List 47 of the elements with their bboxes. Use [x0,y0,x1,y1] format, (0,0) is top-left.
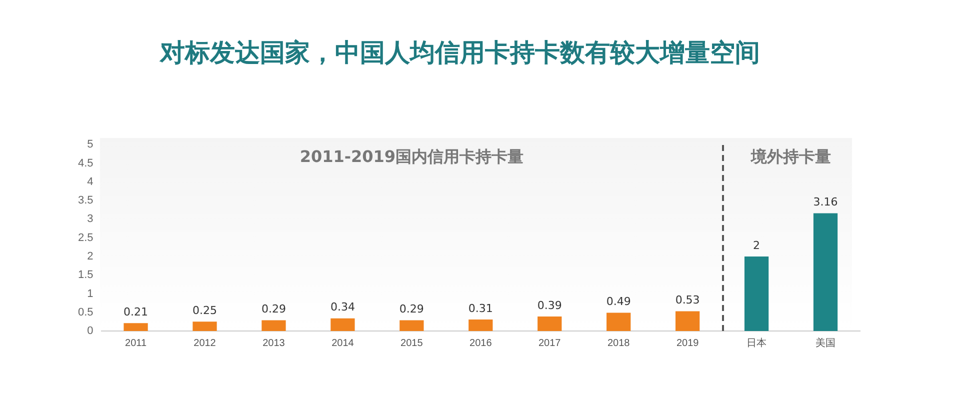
y-tick-label: 0 [87,325,94,338]
x-tick-label: 2017 [538,338,562,349]
x-tick-label: 2011 [125,338,147,349]
y-tick-label: 1.5 [78,269,94,282]
y-tick-label: 3 [87,213,94,226]
bar [192,322,217,331]
data-label: 2 [753,238,760,252]
y-tick-label: 5 [87,138,94,151]
y-tick-label: 1 [87,288,94,300]
bar [330,318,355,331]
x-tick-label: 2014 [332,338,354,349]
y-tick-label: 4 [87,176,94,188]
x-tick-label: 2015 [400,338,424,349]
y-tick-label: 4.5 [78,157,94,170]
bar [675,311,700,331]
bar [744,256,769,331]
x-tick-label: 2018 [607,338,630,349]
bar [606,312,631,331]
y-tick-label: 0.5 [78,306,94,318]
data-label: 0.29 [399,302,424,316]
annotation: 境外持卡量 [751,146,832,168]
bar [400,320,424,331]
x-tick-label: 2016 [470,338,492,349]
data-label: 0.29 [261,302,286,316]
x-tick-label: 2013 [262,338,286,349]
x-tick-label: 美国 [816,336,836,349]
data-label: 0.53 [675,294,700,307]
bar [468,319,493,331]
y-tick-label: 2.5 [78,232,94,244]
x-tick-label: 2012 [194,338,216,349]
bar [124,323,148,331]
data-label: 0.34 [330,300,355,314]
x-tick-label: 2019 [676,338,700,349]
chart-title: 对标发达国家，中国人均信用卡持卡数有较大增量空间 [160,37,760,69]
y-tick-label: 2 [87,250,94,262]
data-label: 0.31 [468,302,493,315]
bar [538,316,562,331]
data-label: 0.21 [124,306,148,319]
data-label: 3.16 [813,196,838,209]
data-label: 0.25 [192,304,217,318]
bar [262,320,286,331]
bar [813,213,838,331]
data-label: 0.49 [606,295,631,308]
data-label: 0.39 [537,298,562,312]
annotation: 2011-2019国内信用卡持卡量 [300,146,524,168]
y-tick-label: 3.5 [78,194,94,207]
x-tick-label: 日本 [746,336,767,349]
